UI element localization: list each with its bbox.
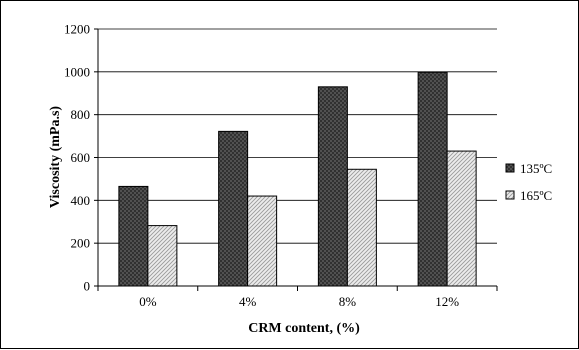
x-tick-labels: 0% 4% 8% 12% bbox=[97, 286, 498, 309]
legend-swatch-135 bbox=[505, 163, 515, 173]
legend-swatch-165 bbox=[505, 190, 515, 200]
bars bbox=[118, 71, 477, 287]
y-tick-label: 1200 bbox=[64, 22, 90, 37]
legend: 135ºC 165ºC bbox=[505, 161, 552, 203]
x-tick-label: 4% bbox=[239, 294, 257, 309]
bar-135-4pct bbox=[218, 130, 249, 287]
bar-165-8pct bbox=[346, 168, 377, 287]
y-tick-label: 200 bbox=[71, 236, 91, 251]
bar-135-8pct bbox=[317, 86, 348, 287]
x-tick-label: 12% bbox=[435, 294, 459, 309]
bar-165-12pct bbox=[446, 150, 477, 287]
y-tick-label: 0 bbox=[84, 279, 91, 294]
bar-165-4pct bbox=[247, 195, 278, 287]
y-tick-label: 600 bbox=[71, 150, 91, 165]
bar-135-12pct bbox=[417, 71, 448, 287]
y-tick-label: 800 bbox=[71, 107, 91, 122]
x-axis-title: CRM content, (%) bbox=[248, 321, 360, 336]
y-tick-label: 1000 bbox=[64, 64, 90, 79]
legend-label-135: 135ºC bbox=[520, 161, 552, 176]
bar-135-0pct bbox=[118, 185, 149, 287]
bar-165-0pct bbox=[147, 225, 178, 287]
x-tick-label: 0% bbox=[139, 294, 157, 309]
y-tick-label: 400 bbox=[71, 193, 91, 208]
legend-label-165: 165ºC bbox=[520, 188, 552, 203]
y-tick-labels: 0 200 400 600 800 1000 1200 bbox=[64, 22, 98, 294]
x-tick-label: 8% bbox=[339, 294, 357, 309]
y-axis-title: Viscosity (mPa.s) bbox=[48, 106, 63, 208]
